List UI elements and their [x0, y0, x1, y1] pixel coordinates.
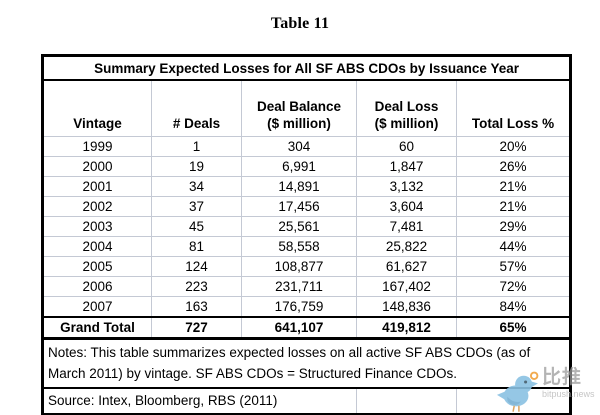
table-row-2007: 2007 163 176,759 148,836 84% — [42, 296, 571, 317]
cell-deal-balance: 58,558 — [241, 236, 357, 257]
table-row-2005: 2005 124 108,877 61,627 57% — [42, 256, 571, 277]
cell-total-loss-pct: 21% — [455, 176, 571, 197]
cell-deals: 45 — [151, 216, 242, 237]
cell-deal-balance: 25,561 — [241, 216, 357, 237]
cell-deals: 223 — [151, 276, 242, 297]
cell-vintage: 2006 — [42, 276, 152, 297]
table-notes: Notes: This table summarizes expected lo… — [42, 337, 571, 388]
cell-total-loss-pct: 20% — [455, 136, 571, 157]
cell-deal-balance: 6,991 — [241, 156, 357, 177]
table-row-2004: 2004 81 58,558 25,822 44% — [42, 236, 571, 257]
cell-deal-loss: 3,132 — [356, 176, 457, 197]
table-title-row: Summary Expected Losses for All SF ABS C… — [42, 55, 571, 81]
cell-deals: 1 — [151, 136, 242, 157]
col-header-vintage: Vintage — [43, 80, 152, 137]
table-row-1999: 1999 1 304 60 20% — [42, 136, 571, 157]
cell-deal-balance: 17,456 — [241, 196, 357, 217]
cell-deal-loss: 60 — [356, 136, 457, 157]
column-header-row: Vintage # Deals Deal Balance ($ million) … — [43, 80, 571, 137]
notes-row: Notes: This table summarizes expected lo… — [42, 337, 571, 388]
cell-vintage: 2004 — [42, 236, 152, 257]
cell-grand-total-loss-pct: 65% — [455, 316, 571, 339]
cell-deals: 19 — [151, 156, 242, 177]
table-source: Source: Intex, Bloomberg, RBS (2011) — [42, 387, 357, 415]
cell-total-loss-pct: 57% — [455, 256, 571, 277]
header-label-line2: ($ million) — [374, 116, 439, 131]
table-row-2002: 2002 37 17,456 3,604 21% — [42, 196, 571, 217]
table-number-heading: Table 11 — [270, 15, 330, 32]
table-row-2000: 2000 19 6,991 1,847 26% — [42, 156, 571, 177]
header-label-line1: Deal Balance — [256, 99, 342, 114]
col-header-deals: # Deals — [151, 80, 242, 137]
table-title: Summary Expected Losses for All SF ABS C… — [42, 55, 571, 81]
cell-deal-loss: 148,836 — [356, 296, 457, 317]
cell-deal-loss: 3,604 — [356, 196, 457, 217]
cell-total-loss-pct: 29% — [455, 216, 571, 237]
cell-deal-balance: 14,891 — [241, 176, 357, 197]
cell-deals: 37 — [151, 196, 242, 217]
cell-vintage: 1999 — [42, 136, 152, 157]
cell-deals: 34 — [151, 176, 242, 197]
col-header-total-loss-pct: Total Loss % — [455, 80, 571, 137]
expected-losses-table: Summary Expected Losses for All SF ABS C… — [41, 54, 573, 415]
cell-vintage: 2005 — [42, 256, 152, 277]
cell-total-loss-pct: 44% — [455, 236, 571, 257]
cell-vintage: 2002 — [42, 196, 152, 217]
cell-deal-balance: 176,759 — [241, 296, 357, 317]
header-label: # Deals — [172, 116, 221, 131]
col-header-deal-balance: Deal Balance ($ million) — [241, 80, 357, 137]
header-label-line2: ($ million) — [267, 116, 331, 131]
cell-total-loss-pct: 84% — [455, 296, 571, 317]
cell-vintage: 2000 — [42, 156, 152, 177]
header-label: Total Loss % — [471, 116, 555, 131]
cell-deals: 163 — [151, 296, 242, 317]
empty-cell — [455, 387, 571, 415]
cell-deal-balance: 108,877 — [241, 256, 357, 277]
cell-deal-loss: 61,627 — [356, 256, 457, 277]
cell-total-loss-pct: 26% — [455, 156, 571, 177]
cell-vintage: 2003 — [42, 216, 152, 237]
cell-deals: 81 — [151, 236, 242, 257]
source-row: Source: Intex, Bloomberg, RBS (2011) — [42, 387, 571, 415]
cell-deal-loss: 167,402 — [356, 276, 457, 297]
cell-deal-loss: 25,822 — [356, 236, 457, 257]
table-row-grand-total: Grand Total 727 641,107 419,812 65% — [42, 316, 571, 339]
cell-total-loss-pct: 72% — [455, 276, 571, 297]
cell-grand-total-deal-loss: 419,812 — [356, 316, 457, 339]
cell-deal-loss: 1,847 — [356, 156, 457, 177]
cell-vintage: 2001 — [42, 176, 152, 197]
header-label-line1: Deal Loss — [374, 99, 439, 114]
header-label: Vintage — [73, 116, 122, 131]
table-row-2001: 2001 34 14,891 3,132 21% — [42, 176, 571, 197]
table-row-2006: 2006 223 231,711 167,402 72% — [42, 276, 571, 297]
cell-total-loss-pct: 21% — [455, 196, 571, 217]
cell-vintage: 2007 — [42, 296, 152, 317]
col-header-deal-loss: Deal Loss ($ million) — [356, 80, 457, 137]
cell-grand-total-label: Grand Total — [42, 316, 152, 339]
cell-deal-loss: 7,481 — [356, 216, 457, 237]
cell-deals: 124 — [151, 256, 242, 277]
cell-deal-balance: 231,711 — [241, 276, 357, 297]
cell-grand-total-deal-balance: 641,107 — [241, 316, 357, 339]
table-row-2003: 2003 45 25,561 7,481 29% — [42, 216, 571, 237]
empty-cell — [356, 387, 457, 415]
cell-grand-total-deals: 727 — [151, 316, 242, 339]
cell-deal-balance: 304 — [241, 136, 357, 157]
